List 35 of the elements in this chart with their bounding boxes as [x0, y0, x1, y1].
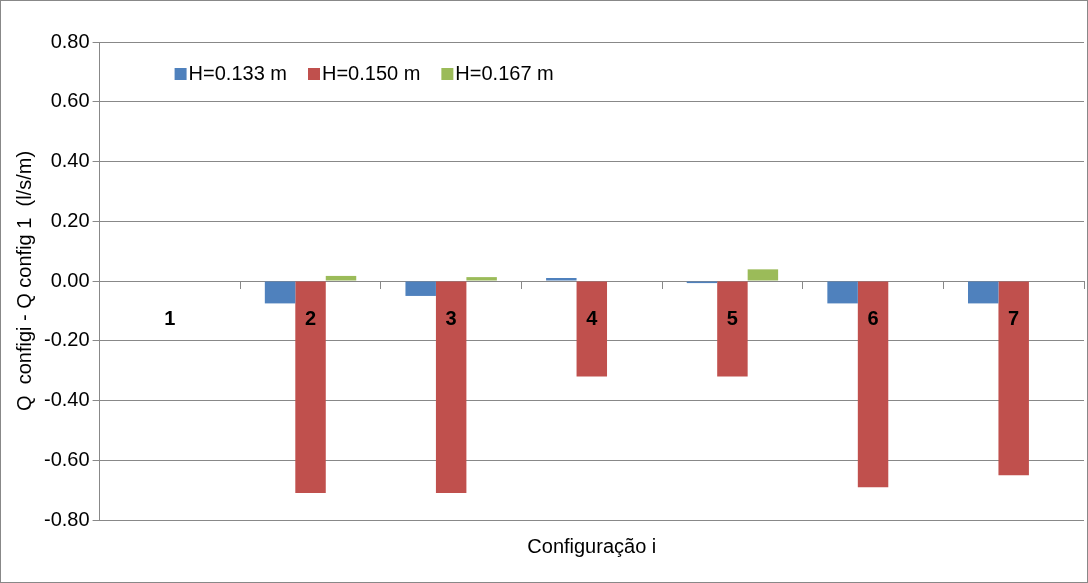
- x-tick-label: 2: [304, 306, 317, 329]
- bar: [466, 277, 497, 281]
- bar: [717, 281, 748, 377]
- legend-label: H=0.167 m: [455, 61, 554, 84]
- bar: [295, 281, 326, 494]
- y-axis-title: Q configi - Q config 1 (l/s/m): [12, 150, 35, 412]
- y-tick-label: 0.00: [50, 268, 90, 291]
- bar: [967, 281, 999, 304]
- bar: [857, 281, 889, 488]
- x-axis-title: Configuração i: [527, 535, 657, 557]
- y-tick-label: -0.40: [43, 388, 90, 411]
- x-tick-label: 1: [164, 306, 176, 329]
- y-tick-label: 0.40: [50, 149, 90, 172]
- bar: [264, 281, 296, 304]
- bar: [405, 281, 436, 296]
- bar: [546, 278, 577, 281]
- x-tick-label: 4: [586, 306, 599, 329]
- x-tick-label: 6: [867, 306, 879, 329]
- y-tick-label: 0.20: [50, 208, 90, 231]
- bar: [998, 281, 1029, 476]
- bar: [325, 275, 357, 281]
- x-tick-label: 5: [726, 306, 738, 329]
- y-tick-label: 0.60: [50, 89, 90, 112]
- y-tick-label: -0.20: [43, 328, 90, 351]
- y-tick-label: -0.80: [43, 507, 90, 530]
- bar: [576, 281, 608, 377]
- x-tick-label: 3: [445, 306, 457, 329]
- bar: [747, 269, 779, 281]
- bar: [435, 281, 467, 494]
- legend-label: H=0.150 m: [321, 61, 421, 84]
- bar: [827, 281, 858, 304]
- y-tick-label: 0.80: [50, 29, 90, 52]
- y-tick-label: -0.60: [43, 447, 90, 470]
- x-tick-label: 7: [1008, 306, 1020, 329]
- legend-label: H=0.133 m: [188, 61, 287, 84]
